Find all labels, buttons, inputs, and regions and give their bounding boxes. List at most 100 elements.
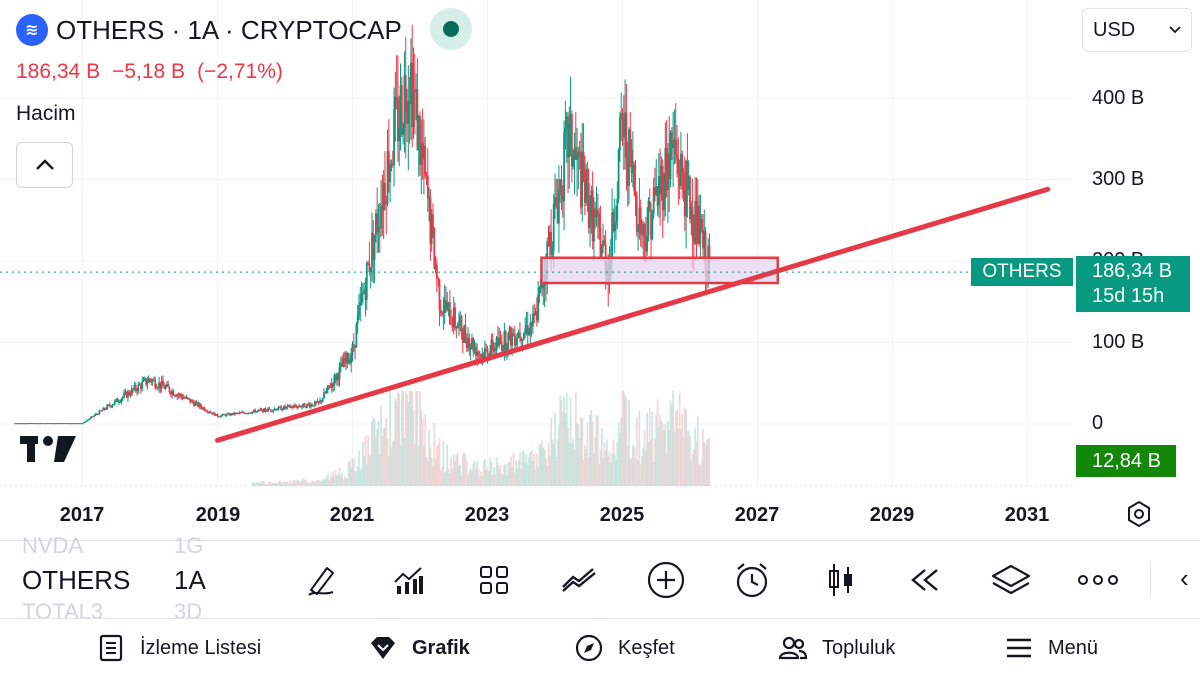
volume-bar: [494, 474, 497, 486]
interval-picker[interactable]: 1A: [174, 565, 206, 595]
candle-body: [367, 262, 369, 264]
volume-bar: [595, 415, 598, 486]
candle-body: [236, 412, 238, 414]
nav-community[interactable]: Topluluk: [778, 633, 895, 663]
currency-select[interactable]: USD: [1082, 8, 1192, 52]
candle-body: [27, 423, 29, 425]
nav-watchlist[interactable]: İzleme Listesi: [96, 633, 261, 663]
candle-body: [459, 316, 462, 322]
volume-bar: [439, 470, 442, 486]
candle-body: [169, 392, 172, 395]
candle-body: [294, 405, 297, 407]
candle-body: [89, 417, 92, 420]
symbol-picker[interactable]: OTHERS: [22, 565, 131, 595]
candle-body: [295, 406, 298, 408]
candle-body: [293, 405, 295, 408]
candle-body: [251, 411, 254, 414]
candle-body: [677, 158, 680, 175]
volume-bar: [646, 412, 649, 486]
candle-body: [569, 114, 572, 124]
volume-bar: [530, 450, 533, 486]
chart-settings-icon[interactable]: [1124, 499, 1154, 529]
candle-body: [32, 423, 35, 425]
candle-style-icon[interactable]: [820, 559, 862, 601]
candle-body: [234, 412, 237, 415]
candle-body: [243, 412, 246, 414]
last-price: 186,34 B: [16, 60, 101, 83]
volume-bar: [698, 464, 700, 486]
symbol-title[interactable]: OTHERS · 1A · CRYPTOCAP: [56, 14, 402, 45]
candle-body: [567, 116, 569, 158]
candle-body: [290, 406, 293, 408]
volume-bar: [674, 412, 677, 486]
volume-bar: [560, 399, 563, 486]
add-icon[interactable]: [645, 559, 687, 601]
nav-chart[interactable]: Grafik: [368, 633, 470, 663]
nav-explore[interactable]: Keşfet: [574, 633, 675, 663]
candle-body: [626, 157, 629, 186]
volume-bar: [347, 462, 350, 486]
candle-body: [391, 163, 394, 166]
layout-grid-icon[interactable]: [473, 559, 515, 601]
candle-body: [520, 337, 523, 342]
volume-bar: [477, 468, 480, 486]
nav-menu-label: Menü: [1048, 636, 1099, 659]
layers-icon[interactable]: [990, 559, 1032, 601]
candle-body: [245, 413, 247, 415]
candle-body: [221, 414, 224, 416]
volume-bar: [478, 476, 481, 486]
candle-body: [203, 407, 206, 411]
candle-body: [542, 285, 545, 289]
back-arrow-icon[interactable]: ‹: [1180, 563, 1189, 593]
collapse-indicators-button[interactable]: [16, 142, 73, 188]
candle-body: [88, 419, 90, 421]
candle-body: [63, 423, 66, 425]
candle-body: [194, 402, 197, 406]
volume-bar: [657, 426, 660, 486]
volume-bar: [320, 481, 323, 486]
volume-bar: [358, 450, 360, 486]
candle-body: [652, 187, 655, 215]
volume-bar: [371, 420, 373, 486]
drawing-tools-icon[interactable]: [300, 559, 342, 601]
volume-bar: [512, 452, 515, 486]
volume-bar: [469, 467, 472, 486]
candle-body: [538, 287, 541, 295]
price-chart[interactable]: [0, 0, 1200, 540]
candle-body: [561, 195, 564, 202]
volume-bar: [565, 392, 568, 486]
candle-body: [424, 145, 427, 176]
x-axis-label: 2021: [329, 504, 375, 526]
volume-bar: [287, 484, 290, 486]
candle-body: [175, 395, 177, 397]
alarm-icon[interactable]: [731, 559, 773, 601]
replay-icon[interactable]: [904, 559, 946, 601]
community-icon: [778, 636, 808, 660]
candle-body: [303, 403, 306, 407]
volume-bar: [394, 398, 397, 486]
nav-menu[interactable]: Menü: [1004, 633, 1098, 663]
volume-bar: [650, 439, 652, 486]
candle-body: [585, 169, 588, 203]
compare-icon[interactable]: [558, 559, 600, 601]
candle-body: [341, 363, 344, 367]
more-icon[interactable]: [1077, 559, 1119, 601]
candle-body: [399, 85, 402, 128]
volume-bar: [521, 450, 524, 486]
volume-bar: [528, 456, 530, 486]
watchlist-icon: [99, 634, 123, 662]
candle-body: [704, 231, 707, 274]
market-status-icon[interactable]: [430, 8, 472, 50]
volume-bar: [655, 414, 658, 486]
candle-body: [58, 423, 61, 425]
candle-body: [66, 423, 68, 425]
candle-body: [145, 378, 148, 385]
candle-body: [216, 413, 219, 417]
indicators-icon[interactable]: [388, 559, 430, 601]
candle-body: [42, 423, 45, 425]
candle-body: [432, 214, 434, 228]
volume-bar: [256, 482, 259, 486]
volume-indicator-label[interactable]: Hacim: [16, 102, 76, 125]
candle-body: [443, 299, 446, 313]
candle-body: [168, 387, 171, 393]
